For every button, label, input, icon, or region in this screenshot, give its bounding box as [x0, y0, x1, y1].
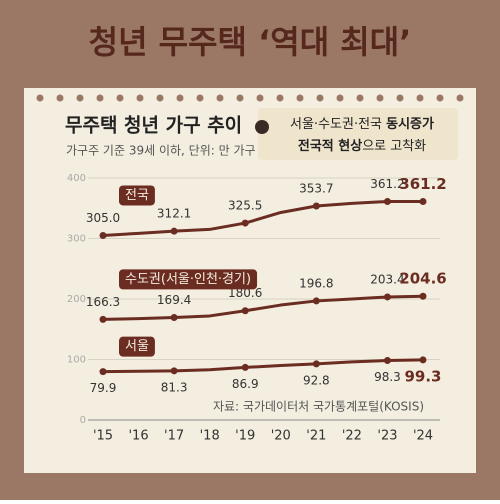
point [419, 197, 427, 205]
point [419, 292, 427, 300]
callout-segment: 으로 고착화 [362, 139, 426, 154]
y-tick-label: 0 [80, 415, 86, 426]
y-tick-label: 400 [67, 173, 86, 184]
value-label: 203.4 [370, 272, 404, 286]
value-label: 361.2 [370, 177, 404, 191]
hole [196, 94, 204, 102]
value-label: 79.9 [90, 381, 117, 395]
legend-pill [119, 269, 258, 290]
y-tick-label: 100 [67, 355, 86, 366]
source: 자료: 국가데이터처 국가통계포털(KOSIS) [213, 400, 424, 414]
x-tick-label: '24 [413, 429, 433, 444]
value-label: 325.5 [228, 199, 262, 213]
y-tick-label: 200 [67, 294, 86, 305]
hole [76, 94, 84, 102]
hole [56, 94, 64, 102]
point [99, 231, 107, 239]
legend-label: 수도권(서울·인천·경기) [125, 272, 251, 287]
point [99, 315, 107, 323]
value-label: 166.3 [86, 295, 120, 309]
value-label: 81.3 [161, 380, 188, 394]
point [241, 307, 249, 315]
value-label: 98.3 [374, 370, 401, 384]
hole [116, 94, 124, 102]
binding-holes [36, 94, 464, 102]
legend-label: 서울 [125, 339, 149, 354]
point [383, 197, 391, 205]
hole [416, 94, 424, 102]
hole [336, 94, 344, 102]
series-line [102, 199, 423, 237]
callout-segment: 동시증가 [386, 117, 434, 132]
x-tick-label: '21 [306, 429, 326, 444]
point [312, 297, 320, 305]
value-label: 196.8 [299, 276, 333, 290]
series-line [102, 294, 424, 321]
value-label: 86.9 [232, 377, 259, 391]
hole [396, 94, 404, 102]
x-tick-label: '18 [200, 429, 220, 444]
hole [376, 94, 384, 102]
x-tick-label: '16 [128, 429, 148, 444]
hole [136, 94, 144, 102]
callout-line: 서울·수도권·전국 동시증가 [290, 117, 434, 132]
point [312, 360, 320, 368]
hole [216, 94, 224, 102]
hole [436, 94, 444, 102]
callout-segment: 서울·수도권·전국 [290, 117, 386, 132]
callout-segment: 전국적 현상 [298, 138, 362, 154]
point [241, 219, 249, 227]
page-title: 청년 무주택 ‘역대 최대’ [89, 23, 412, 61]
value-label: 312.1 [157, 207, 191, 221]
x-tick-label: '22 [342, 429, 362, 444]
pin [255, 120, 269, 134]
value-label: 305.0 [86, 211, 120, 225]
value-label: 353.7 [299, 182, 333, 196]
legend-label: 전국 [125, 188, 149, 203]
point [312, 202, 320, 210]
point [170, 227, 178, 235]
hole [296, 94, 304, 102]
hole [276, 94, 284, 102]
legend-pill [119, 185, 155, 206]
hole [356, 94, 364, 102]
x-tick-label: '23 [377, 429, 397, 444]
x-tick-label: '19 [235, 429, 255, 444]
series-line [102, 358, 424, 374]
callout-line: 전국적 현상으로 고착화 [298, 138, 426, 154]
hole [156, 94, 164, 102]
hole [176, 94, 184, 102]
point [170, 314, 178, 322]
x-tick-label: '17 [164, 429, 184, 444]
value-label: 169.4 [157, 293, 191, 307]
value-label: 99.3 [404, 367, 441, 385]
value-label: 180.6 [228, 286, 262, 300]
value-label: 92.8 [303, 373, 330, 387]
callout-box [258, 108, 458, 160]
y-tick-label: 300 [67, 234, 86, 245]
hole [36, 94, 44, 102]
value-label: 361.2 [399, 175, 446, 193]
point [383, 293, 391, 301]
chart-title: 무주택 청년 가구 추이 [65, 115, 242, 137]
x-tick-label: '20 [271, 429, 291, 444]
x-tick-label: '15 [93, 429, 113, 444]
hole [256, 94, 264, 102]
point [383, 357, 391, 365]
point [241, 363, 249, 371]
hole [96, 94, 104, 102]
chart-subtitle: 가구주 기준 39세 이하, 단위: 만 가구 [66, 144, 256, 158]
point [419, 356, 427, 364]
hole [316, 94, 324, 102]
point [99, 368, 107, 376]
point [170, 367, 178, 375]
hole [456, 94, 464, 102]
legend-pill [119, 336, 155, 357]
hole [236, 94, 244, 102]
value-label: 204.6 [399, 270, 446, 288]
